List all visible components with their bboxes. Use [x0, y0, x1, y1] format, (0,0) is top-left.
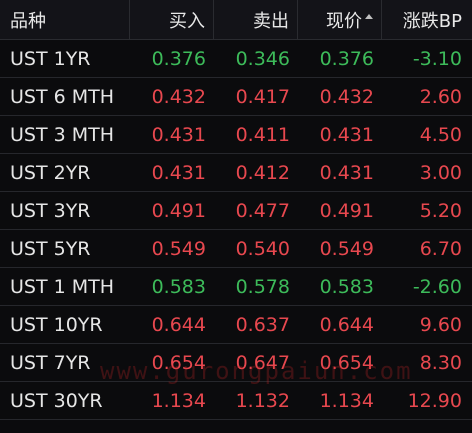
- change-bp: 5.20: [419, 199, 462, 222]
- instrument-name: UST 6 MTH: [10, 85, 115, 108]
- change-bp: 4.50: [419, 123, 462, 146]
- table-row[interactable]: UST 30YR 1.134 1.132 1.134 12.90: [0, 382, 472, 420]
- column-header-ask-label: 卖出: [253, 10, 289, 32]
- last-price: 0.654: [319, 351, 374, 374]
- instrument-name: UST 5YR: [10, 237, 91, 260]
- instrument-name: UST 10YR: [10, 313, 103, 336]
- column-header-change-label: 涨跌BP: [402, 10, 462, 32]
- last-price: 0.431: [319, 123, 374, 146]
- change-bp: 8.30: [419, 351, 462, 374]
- last-price: 0.644: [319, 313, 374, 336]
- table-body: UST 1YR 0.376 0.346 0.376 -3.10 UST 6 MTH 0.43…: [0, 40, 472, 420]
- bid-price: 0.431: [151, 161, 206, 184]
- table-row[interactable]: UST 5YR 0.549 0.540 0.549 6.70: [0, 230, 472, 268]
- column-header-name-label: 品种: [10, 10, 46, 32]
- last-price: 0.431: [319, 161, 374, 184]
- bid-price: 0.376: [151, 47, 206, 70]
- instrument-name: UST 7YR: [10, 351, 91, 374]
- bid-price: 0.549: [151, 237, 206, 260]
- instrument-name: UST 3YR: [10, 199, 91, 222]
- ask-price: 0.417: [235, 85, 290, 108]
- bid-price: 0.654: [151, 351, 206, 374]
- table-row[interactable]: UST 1 MTH 0.583 0.578 0.583 -2.60: [0, 268, 472, 306]
- instrument-name: UST 3 MTH: [10, 123, 115, 146]
- bid-price: 0.432: [151, 85, 206, 108]
- last-price: 0.491: [319, 199, 374, 222]
- column-header-change[interactable]: 涨跌BP: [382, 0, 472, 39]
- bid-price: 1.134: [151, 389, 206, 412]
- table-row[interactable]: UST 6 MTH 0.432 0.417 0.432 2.60: [0, 78, 472, 116]
- table-row[interactable]: UST 2YR 0.431 0.412 0.431 3.00: [0, 154, 472, 192]
- table-row[interactable]: UST 3 MTH 0.431 0.411 0.431 4.50: [0, 116, 472, 154]
- ask-price: 0.578: [235, 275, 290, 298]
- change-bp: 6.70: [419, 237, 462, 260]
- bid-price: 0.644: [151, 313, 206, 336]
- bid-price: 0.431: [151, 123, 206, 146]
- table-header: 品种 买入 卖出 现价 涨跌BP: [0, 0, 472, 40]
- ask-price: 0.346: [235, 47, 290, 70]
- column-header-bid[interactable]: 买入: [130, 0, 214, 39]
- column-header-name[interactable]: 品种: [0, 0, 130, 39]
- instrument-name: UST 2YR: [10, 161, 91, 184]
- ask-price: 1.132: [235, 389, 290, 412]
- bid-price: 0.491: [151, 199, 206, 222]
- table-row[interactable]: UST 1YR 0.376 0.346 0.376 -3.10: [0, 40, 472, 78]
- change-bp: 12.90: [407, 389, 462, 412]
- change-bp: 2.60: [419, 85, 462, 108]
- column-header-ask[interactable]: 卖出: [214, 0, 298, 39]
- bid-price: 0.583: [151, 275, 206, 298]
- instrument-name: UST 30YR: [10, 389, 103, 412]
- ask-price: 0.637: [235, 313, 290, 336]
- last-price: 0.432: [319, 85, 374, 108]
- change-bp: 9.60: [419, 313, 462, 336]
- column-header-last-label: 现价: [326, 10, 362, 32]
- change-bp: -3.10: [412, 47, 462, 70]
- sort-asc-icon: [365, 14, 373, 19]
- last-price: 0.376: [319, 47, 374, 70]
- change-bp: 3.00: [419, 161, 462, 184]
- table-row[interactable]: UST 3YR 0.491 0.477 0.491 5.20: [0, 192, 472, 230]
- last-price: 0.583: [319, 275, 374, 298]
- column-header-last[interactable]: 现价: [298, 0, 382, 39]
- ask-price: 0.647: [235, 351, 290, 374]
- ask-price: 0.412: [235, 161, 290, 184]
- table-row[interactable]: UST 7YR 0.654 0.647 0.654 8.30: [0, 344, 472, 382]
- change-bp: -2.60: [412, 275, 462, 298]
- instrument-name: UST 1 MTH: [10, 275, 115, 298]
- last-price: 1.134: [319, 389, 374, 412]
- last-price: 0.549: [319, 237, 374, 260]
- ask-price: 0.540: [235, 237, 290, 260]
- ask-price: 0.477: [235, 199, 290, 222]
- column-header-bid-label: 买入: [169, 10, 205, 32]
- table-row[interactable]: UST 10YR 0.644 0.637 0.644 9.60: [0, 306, 472, 344]
- instrument-name: UST 1YR: [10, 47, 91, 70]
- ask-price: 0.411: [235, 123, 290, 146]
